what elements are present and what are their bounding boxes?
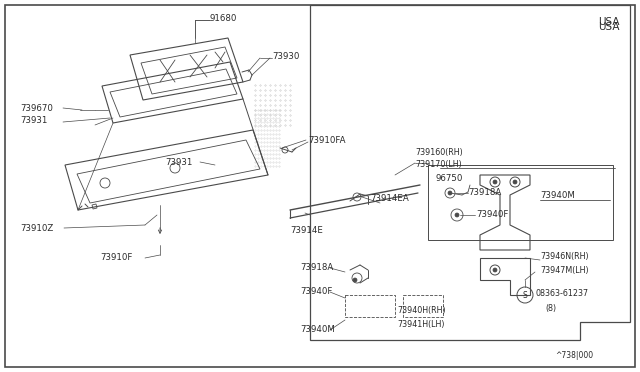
Text: 73947M(LH): 73947M(LH) (540, 266, 589, 275)
Text: 739160(RH): 739160(RH) (415, 148, 463, 157)
Text: 73940F: 73940F (476, 209, 508, 218)
Text: 73930: 73930 (272, 51, 300, 61)
Text: 73931: 73931 (20, 115, 47, 125)
Circle shape (448, 191, 452, 195)
Circle shape (353, 278, 357, 282)
Text: 73940F: 73940F (300, 288, 332, 296)
Text: USA: USA (598, 17, 620, 27)
Text: 73918A: 73918A (468, 187, 501, 196)
Text: 73914EA: 73914EA (370, 193, 409, 202)
Text: 73940M: 73940M (540, 190, 575, 199)
Bar (345, 295, 395, 317)
Bar (428, 165, 613, 240)
Text: S: S (523, 292, 527, 301)
Text: (8): (8) (545, 304, 556, 312)
Circle shape (455, 213, 459, 217)
Circle shape (513, 180, 517, 184)
Text: 96750: 96750 (436, 173, 463, 183)
Text: 73910FA: 73910FA (308, 135, 346, 144)
Bar (403, 295, 443, 317)
Text: 73918A: 73918A (300, 263, 333, 273)
Circle shape (493, 180, 497, 184)
Circle shape (493, 268, 497, 272)
Text: 739670: 739670 (20, 103, 53, 112)
Text: 73914E: 73914E (290, 225, 323, 234)
Text: 73910F: 73910F (100, 253, 132, 263)
Text: 08363-61237: 08363-61237 (535, 289, 588, 298)
Text: 73940H(RH): 73940H(RH) (397, 305, 445, 314)
Text: 73946N(RH): 73946N(RH) (540, 253, 589, 262)
Text: USA: USA (598, 22, 620, 32)
Text: 739170(LH): 739170(LH) (415, 160, 461, 169)
Text: ^738|000: ^738|000 (555, 350, 593, 359)
Text: 73910Z: 73910Z (20, 224, 53, 232)
Text: 73940M: 73940M (300, 326, 335, 334)
Text: 91680: 91680 (210, 13, 237, 22)
Text: 73941H(LH): 73941H(LH) (397, 321, 445, 330)
Text: 73931: 73931 (165, 157, 193, 167)
